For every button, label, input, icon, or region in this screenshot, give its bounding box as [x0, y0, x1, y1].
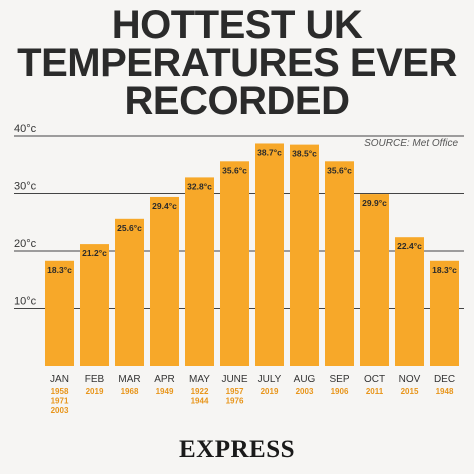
x-tick-label: JAN [50, 374, 69, 385]
record-year: 1922 [191, 387, 209, 396]
x-tick-label: JULY [258, 374, 282, 385]
bar [150, 196, 179, 366]
x-tick-label: APR [154, 374, 175, 385]
record-year: 1906 [331, 387, 349, 396]
record-year: 1976 [226, 397, 244, 406]
record-year: 1968 [121, 387, 139, 396]
bar [45, 260, 74, 366]
x-tick-label: MAR [118, 374, 140, 385]
data-label: 29.9°c [362, 198, 387, 208]
data-label: 29.4°c [152, 201, 177, 211]
x-tick-label: MAY [189, 374, 210, 385]
record-year: 2019 [86, 387, 104, 396]
bar [80, 244, 109, 366]
record-year: 2003 [51, 406, 69, 415]
bar [255, 143, 284, 366]
record-year: 1944 [191, 397, 209, 406]
x-tick-label: JUNE [221, 374, 247, 385]
source-note: SOURCE: Met Office [364, 138, 458, 149]
x-tick-label: NOV [399, 374, 421, 385]
data-label: 25.6°c [117, 223, 142, 233]
bars [45, 143, 459, 366]
x-tick-label: OCT [364, 374, 385, 385]
bar [185, 177, 214, 366]
bar [360, 194, 389, 366]
record-year: 2011 [366, 387, 384, 396]
y-tick-label: 40°c [14, 123, 37, 135]
y-tick-label: 30°c [14, 181, 37, 193]
bar [430, 260, 459, 366]
record-year: 1958 [51, 387, 69, 396]
record-year: 1957 [226, 387, 244, 396]
bar [220, 161, 249, 366]
title-line-1: HOTTEST UK [111, 3, 363, 47]
data-label: 35.6°c [222, 165, 247, 175]
record-year: 1949 [156, 387, 174, 396]
data-label: 18.3°c [432, 265, 457, 275]
bar [325, 161, 354, 366]
x-tick-label: FEB [85, 374, 105, 385]
y-tick-label: 20°c [14, 238, 37, 250]
record-year: 1971 [51, 397, 69, 406]
record-year: 1948 [436, 387, 454, 396]
x-tick-label: SEP [329, 374, 349, 385]
bar-chart: 10°c20°c30°c40°c18.3°cJAN19581971200321.… [14, 123, 464, 415]
data-label: 32.8°c [187, 181, 212, 191]
chart-title: HOTTEST UK TEMPERATURES EVER RECORDED [0, 3, 474, 123]
data-label: 35.6°c [327, 165, 352, 175]
bar [115, 218, 144, 366]
data-label: 38.7°c [257, 147, 282, 157]
record-year: 2019 [261, 387, 279, 396]
record-year: 2003 [296, 387, 314, 396]
bar [290, 144, 319, 366]
record-year: 2015 [401, 387, 419, 396]
express-logo: EXPRESS [178, 436, 296, 463]
data-label: 38.5°c [292, 149, 317, 159]
labels: 10°c20°c30°c40°c18.3°cJAN19581971200321.… [14, 123, 457, 415]
data-label: 22.4°c [397, 241, 422, 251]
x-tick-label: DEC [434, 374, 455, 385]
title-line-2: TEMPERATURES EVER [17, 41, 457, 85]
x-tick-label: AUG [294, 374, 316, 385]
data-label: 18.3°c [47, 265, 72, 275]
y-tick-label: 10°c [14, 296, 37, 308]
data-label: 21.2°c [82, 248, 107, 258]
title-line-3: RECORDED [124, 79, 350, 123]
bar [395, 237, 424, 366]
